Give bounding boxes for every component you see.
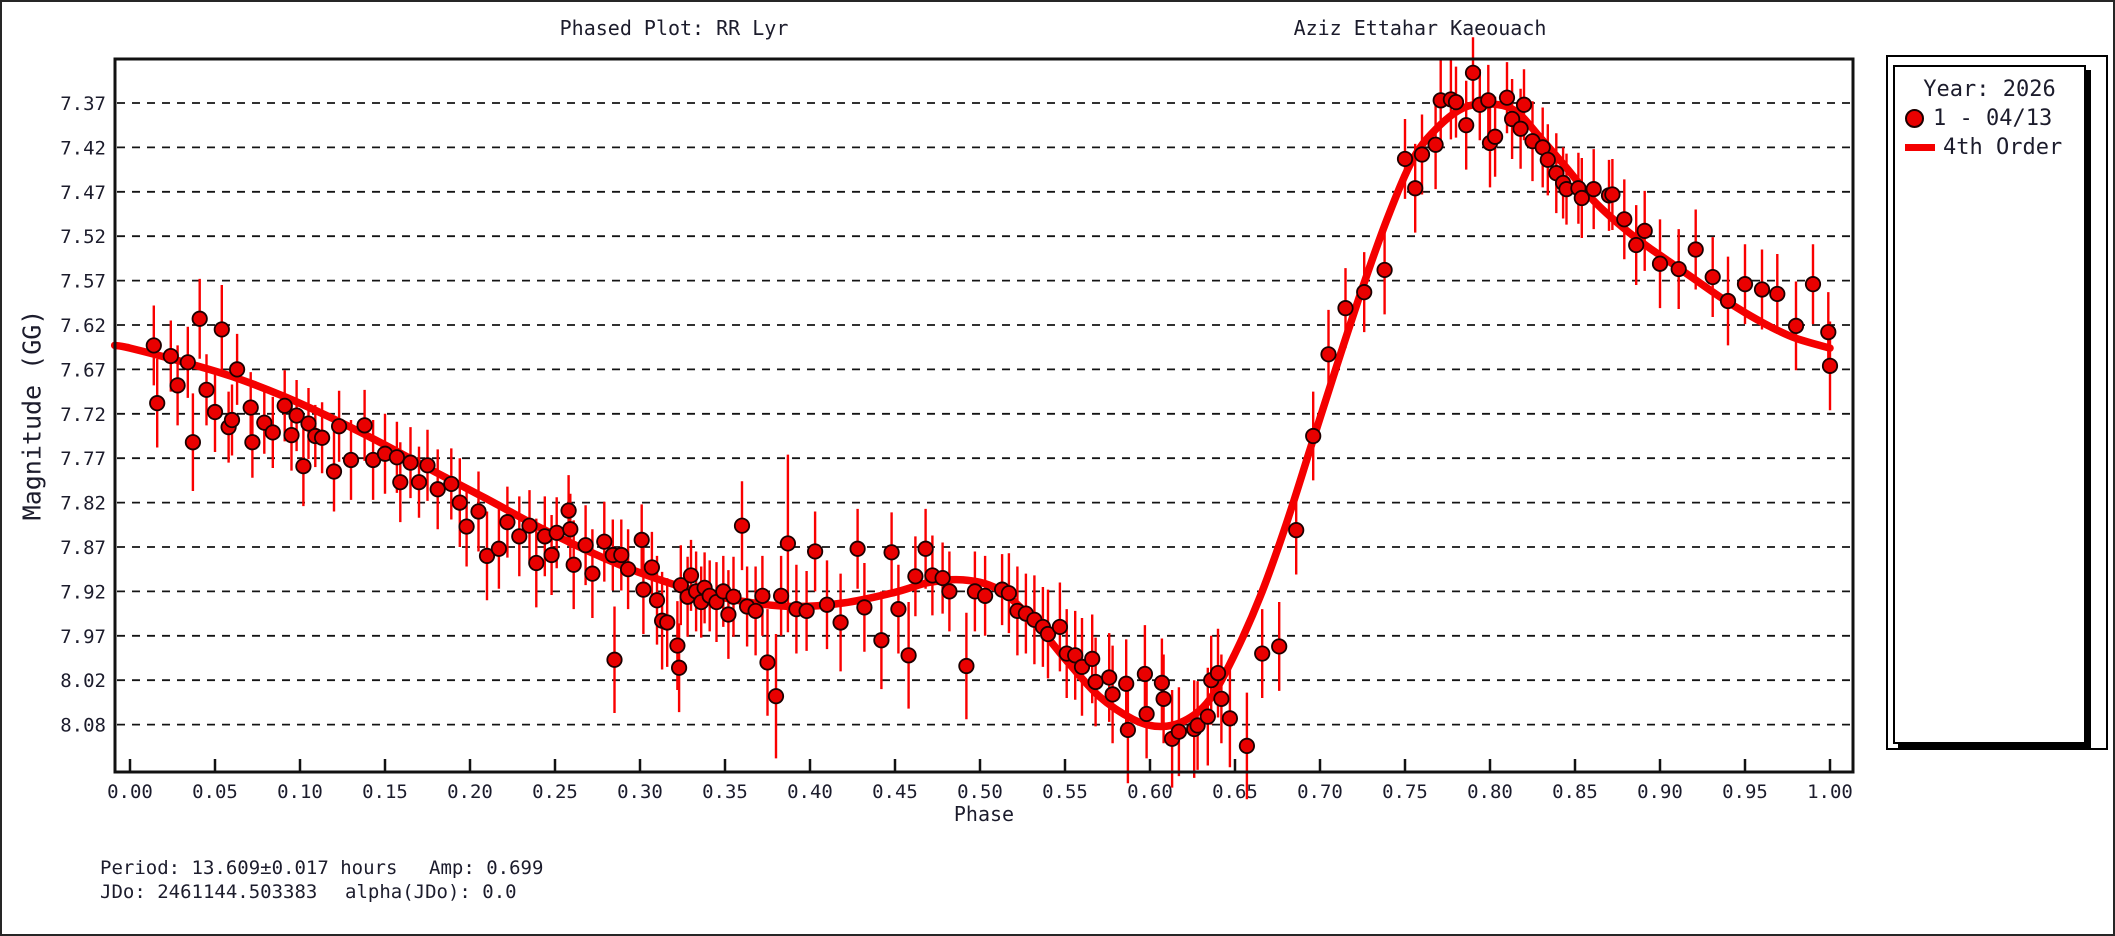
x-axis-ticks: 0.00 0.05 0.10 0.15 0.20 0.25 0.30 0.35 0.40 0.45… (107, 759, 1853, 803)
svg-text:7.62: 7.62 (60, 315, 106, 337)
svg-text:7.97: 7.97 (60, 626, 106, 648)
svg-text:7.87: 7.87 (60, 537, 106, 559)
svg-text:0.00: 0.00 (107, 781, 153, 803)
error-bars (152, 37, 1832, 800)
svg-text:8.02: 8.02 (60, 670, 106, 692)
svg-text:0.80: 0.80 (1467, 781, 1513, 803)
legend-series-row[interactable]: 1 - 04/13 (1895, 104, 2084, 133)
svg-text:0.45: 0.45 (872, 781, 918, 803)
svg-text:7.37: 7.37 (60, 93, 106, 115)
svg-text:0.50: 0.50 (957, 781, 1003, 803)
fit-curve (110, 99, 1834, 731)
period-stat: Period: 13.609±0.017 hours (100, 857, 398, 879)
plot-border (113, 57, 1855, 774)
svg-text:8.08: 8.08 (60, 715, 106, 737)
data-points (145, 64, 1839, 755)
svg-text:0.95: 0.95 (1722, 781, 1768, 803)
legend-box: Year: 2026 1 - 04/13 4th Order (1893, 65, 2086, 744)
fit-line-icon (1905, 144, 1935, 151)
y-axis-label: Magnitude (GG) (17, 309, 47, 521)
svg-text:0.30: 0.30 (617, 781, 663, 803)
svg-text:7.72: 7.72 (60, 404, 106, 426)
amp-stat: Amp: 0.699 (429, 857, 544, 879)
svg-text:0.10: 0.10 (277, 781, 323, 803)
svg-text:7.77: 7.77 (60, 448, 106, 470)
svg-text:7.42: 7.42 (60, 137, 106, 159)
svg-text:7.67: 7.67 (60, 359, 106, 381)
legend-year-row: Year: 2026 (1895, 75, 2084, 104)
series-dot-icon (1905, 109, 1924, 128)
svg-text:0.65: 0.65 (1212, 781, 1258, 803)
svg-text:0.05: 0.05 (192, 781, 238, 803)
legend-series-label: 1 - 04/13 (1933, 106, 2053, 131)
plot-title: Phased Plot: RR Lyr (559, 16, 789, 40)
svg-text:0.85: 0.85 (1552, 781, 1598, 803)
alpha-jdo-stat: alpha(JDo): 0.0 (345, 881, 517, 903)
svg-text:7.47: 7.47 (60, 182, 106, 204)
svg-text:0.60: 0.60 (1127, 781, 1173, 803)
legend-fit-row[interactable]: 4th Order (1895, 133, 2084, 162)
svg-text:7.57: 7.57 (60, 271, 106, 293)
svg-text:1.00: 1.00 (1807, 781, 1853, 803)
svg-text:7.52: 7.52 (60, 226, 106, 248)
svg-text:0.70: 0.70 (1297, 781, 1343, 803)
x-axis-label: Phase (953, 802, 1015, 826)
svg-text:0.75: 0.75 (1382, 781, 1428, 803)
svg-text:7.92: 7.92 (60, 581, 106, 603)
jdo-stat: JDo: 2461144.503383 (100, 881, 318, 903)
svg-text:0.35: 0.35 (702, 781, 748, 803)
legend-year-label: Year: 2026 (1923, 77, 2056, 102)
svg-text:7.82: 7.82 (60, 493, 106, 515)
observer-name: Aziz Ettahar Kaeouach (1293, 16, 1547, 40)
svg-text:0.40: 0.40 (787, 781, 833, 803)
svg-text:0.25: 0.25 (532, 781, 578, 803)
svg-text:0.55: 0.55 (1042, 781, 1088, 803)
legend-fit-label: 4th Order (1943, 135, 2063, 160)
svg-text:0.20: 0.20 (447, 781, 493, 803)
svg-text:0.90: 0.90 (1637, 781, 1683, 803)
svg-text:0.15: 0.15 (362, 781, 408, 803)
